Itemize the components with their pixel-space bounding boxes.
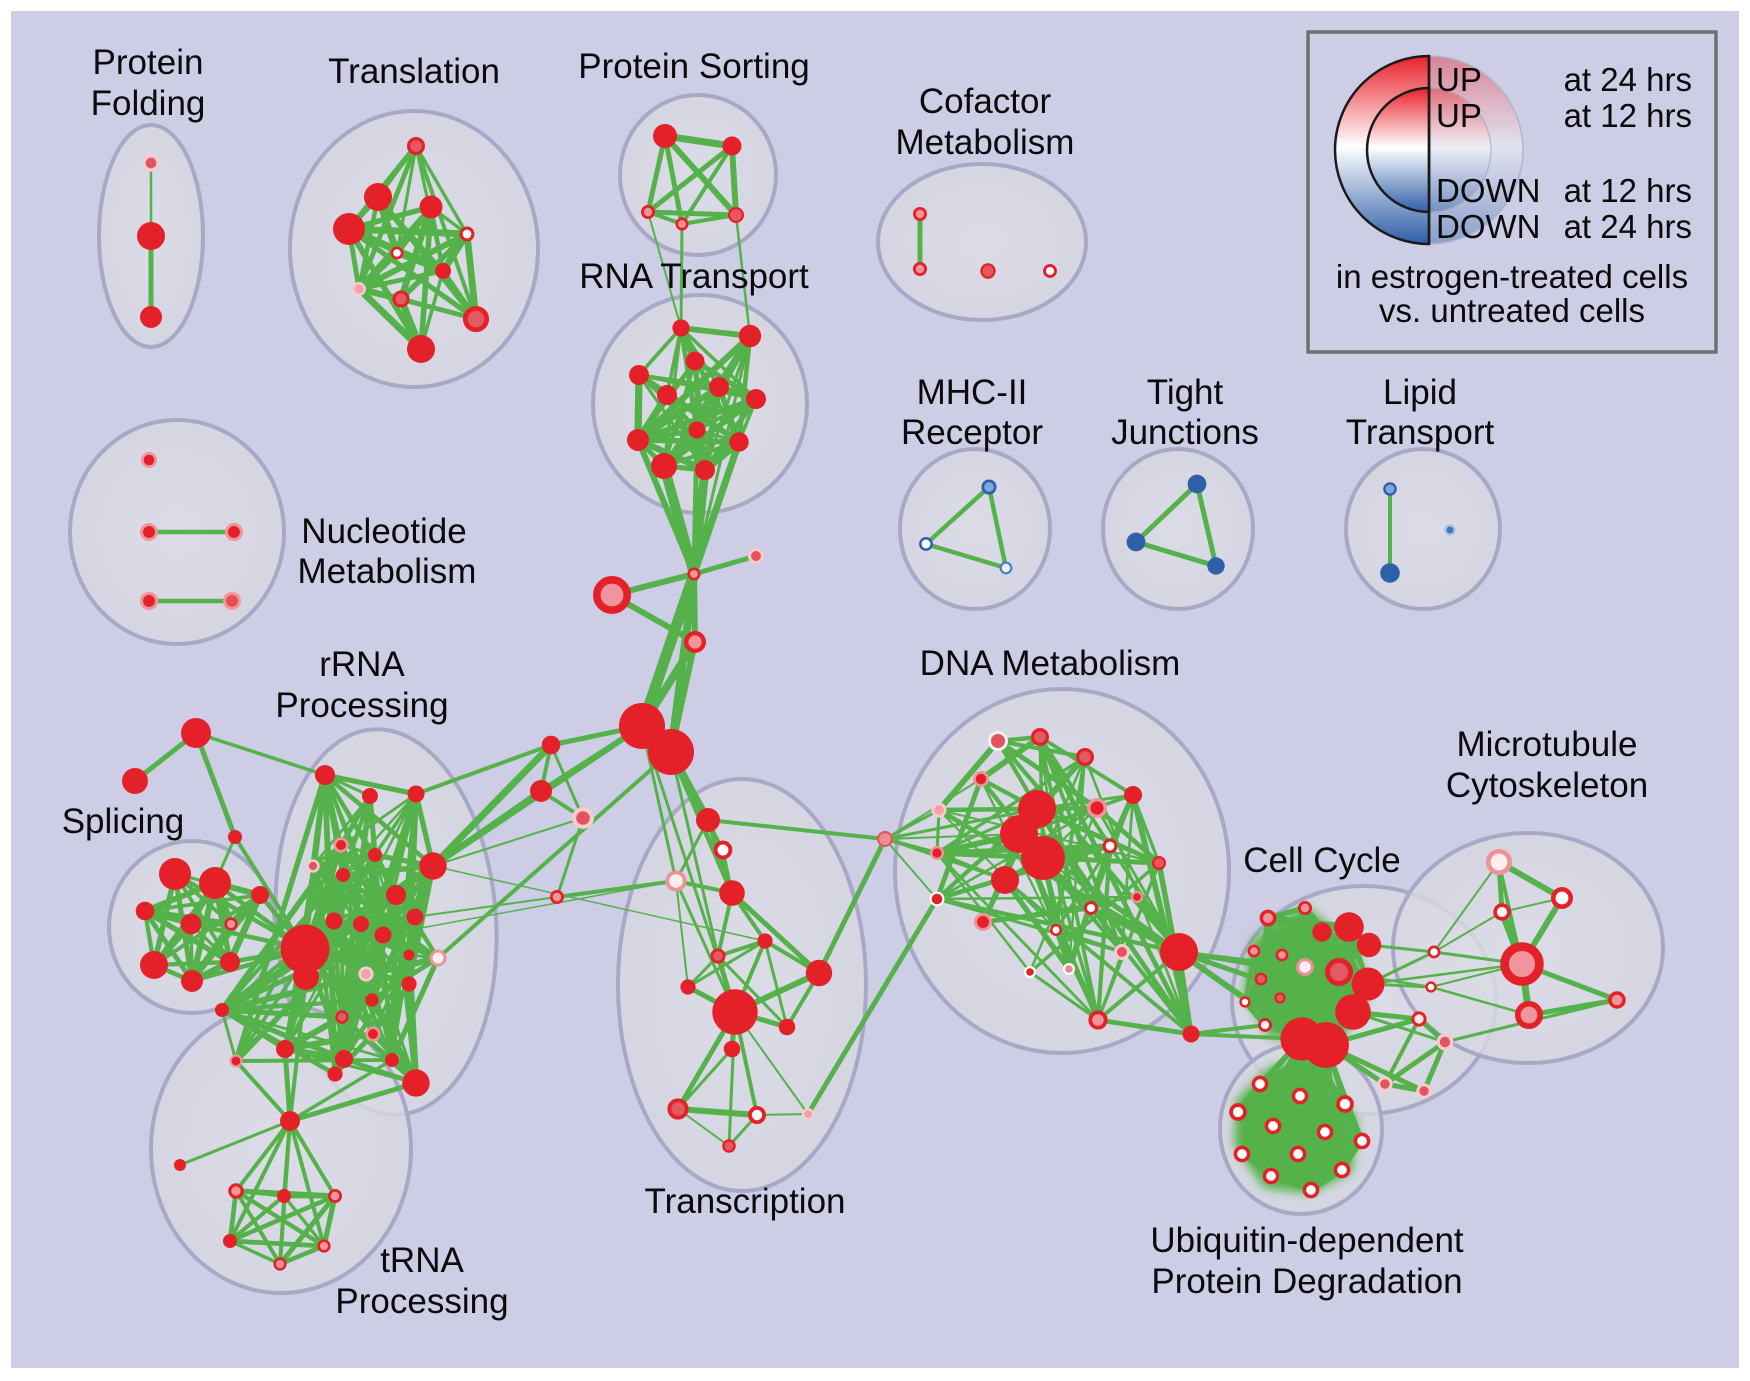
svg-text:Cell Cycle: Cell Cycle <box>1243 841 1401 880</box>
svg-text:rRNA: rRNA <box>319 645 405 684</box>
svg-text:Receptor: Receptor <box>901 413 1043 452</box>
svg-text:MHC-II: MHC-II <box>917 373 1028 412</box>
svg-text:UP: UP <box>1436 97 1482 134</box>
svg-text:Metabolism: Metabolism <box>298 552 477 591</box>
svg-text:Processing: Processing <box>275 686 448 725</box>
svg-text:at 24 hrs: at 24 hrs <box>1564 208 1692 245</box>
svg-text:UP: UP <box>1436 61 1482 98</box>
svg-text:Folding: Folding <box>91 84 206 123</box>
svg-text:at 12 hrs: at 12 hrs <box>1564 97 1692 134</box>
svg-text:Cofactor: Cofactor <box>919 82 1052 121</box>
svg-text:vs. untreated cells: vs. untreated cells <box>1379 292 1645 329</box>
svg-text:DOWN: DOWN <box>1436 172 1540 209</box>
svg-text:Junctions: Junctions <box>1111 413 1259 452</box>
svg-text:Protein Degradation: Protein Degradation <box>1151 1262 1462 1301</box>
svg-text:DNA Metabolism: DNA Metabolism <box>920 644 1181 683</box>
svg-text:Transport: Transport <box>1346 413 1495 452</box>
svg-text:Cytoskeleton: Cytoskeleton <box>1446 766 1648 805</box>
svg-text:Protein: Protein <box>93 43 204 82</box>
svg-text:tRNA: tRNA <box>380 1241 464 1280</box>
svg-text:RNA Transport: RNA Transport <box>579 257 809 296</box>
svg-text:Lipid: Lipid <box>1383 373 1457 412</box>
svg-text:at 24 hrs: at 24 hrs <box>1564 61 1692 98</box>
svg-text:DOWN: DOWN <box>1436 208 1540 245</box>
svg-text:at 12 hrs: at 12 hrs <box>1564 172 1692 209</box>
svg-text:Tight: Tight <box>1147 373 1224 412</box>
svg-text:Transcription: Transcription <box>645 1182 846 1221</box>
svg-text:Ubiquitin-dependent: Ubiquitin-dependent <box>1150 1221 1464 1260</box>
svg-text:in estrogen-treated cells: in estrogen-treated cells <box>1336 258 1688 295</box>
svg-text:Translation: Translation <box>328 52 500 91</box>
svg-text:Processing: Processing <box>335 1282 508 1321</box>
svg-text:Nucleotide: Nucleotide <box>301 512 466 551</box>
svg-text:Splicing: Splicing <box>62 802 185 841</box>
svg-text:Metabolism: Metabolism <box>896 123 1075 162</box>
svg-text:Microtubule: Microtubule <box>1457 725 1638 764</box>
svg-text:Protein Sorting: Protein Sorting <box>578 47 810 86</box>
